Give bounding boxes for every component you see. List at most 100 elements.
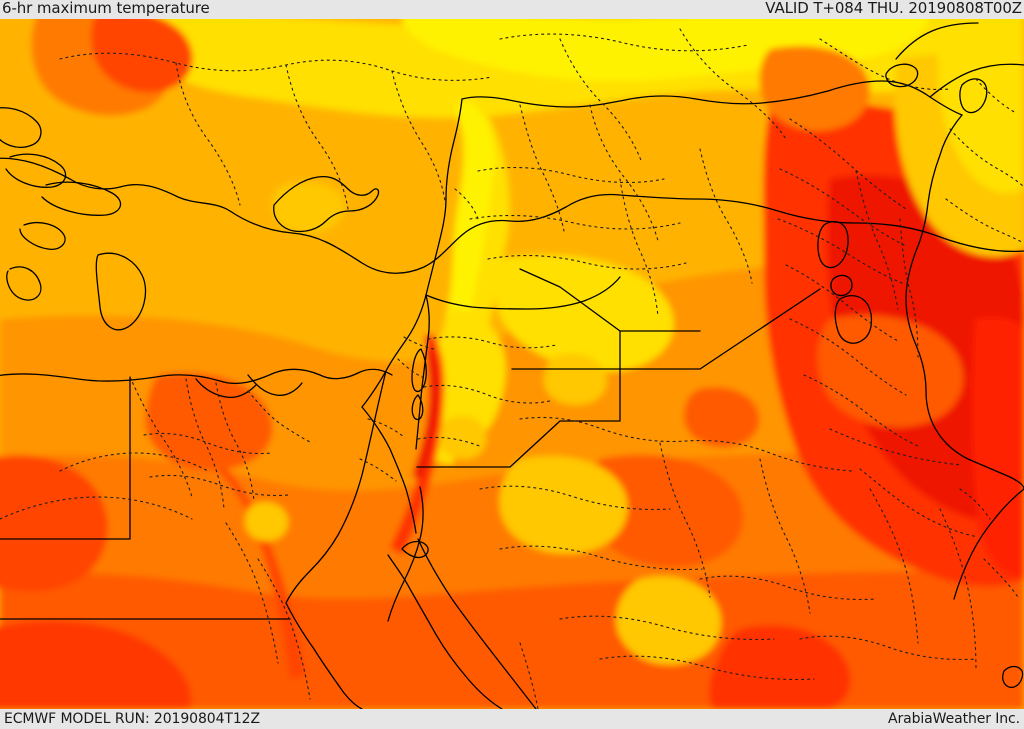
admin-saudi-6 bbox=[699, 575, 877, 601]
admin-egypt-3 bbox=[215, 382, 255, 502]
admin-iraq-1 bbox=[789, 118, 907, 210]
admin-iraq-8 bbox=[899, 218, 919, 358]
admin-turkey-3 bbox=[285, 64, 349, 210]
temperature-field bbox=[0, 19, 1024, 709]
admin-sinai-1 bbox=[367, 418, 405, 438]
admin-saudi-9 bbox=[869, 488, 919, 644]
border-jordan-saudi bbox=[416, 330, 701, 468]
valid-time-label: VALID T+084 THU. 20190808T00Z bbox=[765, 0, 1022, 17]
border-egypt-coast bbox=[0, 368, 393, 385]
admin-israel-1 bbox=[403, 336, 435, 350]
admin-saudi-11 bbox=[519, 642, 539, 709]
border-aegean-crete bbox=[6, 266, 42, 301]
admin-egypt-10 bbox=[247, 390, 313, 444]
temp-band-orange-turkeyne bbox=[759, 45, 870, 131]
temp-band-yellow-redsea bbox=[616, 576, 722, 665]
admin-egypt-6 bbox=[59, 452, 209, 472]
border-egypt-libya bbox=[0, 376, 131, 540]
temp-band-red-nile bbox=[186, 448, 306, 679]
model-run-label: ECMWF MODEL RUN: 20190804T12Z bbox=[4, 711, 260, 727]
admin-saudi-4 bbox=[659, 442, 711, 598]
border-aegean-1 bbox=[0, 107, 42, 148]
border-levant-coast bbox=[361, 98, 463, 408]
temp-patch-6 bbox=[438, 415, 487, 460]
admin-lebanon bbox=[454, 188, 479, 220]
temp-patch-3 bbox=[683, 387, 760, 447]
lake-habbaniyah bbox=[830, 274, 853, 297]
country-borders bbox=[0, 22, 1024, 709]
border-jordan-israel bbox=[415, 294, 430, 450]
admin-jordan-1 bbox=[427, 336, 557, 349]
temp-band-yellow-iran-bright bbox=[938, 35, 1024, 194]
border-aqaba bbox=[401, 540, 429, 559]
admin-iraq-3 bbox=[777, 218, 903, 284]
border-jordan-syria bbox=[425, 276, 621, 310]
admin-syria-2 bbox=[589, 104, 659, 242]
admin-egypt-4 bbox=[143, 432, 273, 455]
temp-band-red-aegean bbox=[91, 19, 193, 93]
header-bar: 6-hr maximum temperature VALID T+084 THU… bbox=[0, 0, 1024, 19]
temp-band-yellow-nsaudi bbox=[499, 455, 628, 554]
border-dead-sea bbox=[411, 348, 427, 393]
admin-iraq-2 bbox=[779, 168, 905, 246]
border-gulf-suez bbox=[387, 554, 503, 709]
page-title: 6-hr maximum temperature bbox=[2, 0, 210, 17]
admin-iraq-4 bbox=[785, 264, 899, 342]
admin-egypt-5 bbox=[149, 474, 289, 497]
admin-egypt-7 bbox=[0, 496, 193, 520]
border-aegean-rhodes bbox=[95, 252, 147, 331]
lake-van bbox=[885, 63, 919, 88]
attribution-label: ArabiaWeather Inc. bbox=[887, 711, 1020, 727]
temp-band-red-libya bbox=[0, 455, 108, 592]
border-aegean-3 bbox=[41, 181, 122, 216]
admin-saudi-10 bbox=[939, 508, 977, 672]
border-qatar bbox=[1002, 665, 1024, 688]
temp-band-red-gulf bbox=[972, 317, 1024, 579]
border-saudi-iraq bbox=[519, 268, 621, 332]
border-turkey-coast bbox=[0, 157, 1024, 274]
admin-turkey-6 bbox=[679, 28, 787, 140]
border-cyprus bbox=[273, 175, 380, 233]
temp-band-red-sw bbox=[0, 620, 192, 709]
border-red-sea-west bbox=[285, 602, 363, 709]
border-sinai-east bbox=[387, 486, 424, 622]
border-syria-turkey bbox=[461, 90, 829, 108]
border-aegean-2 bbox=[5, 153, 67, 188]
admin-jordan-2 bbox=[423, 384, 551, 404]
temp-band-yellow-syria bbox=[494, 254, 674, 372]
admin-saudi-2 bbox=[479, 485, 671, 511]
temp-band-yellow-cyprus bbox=[272, 182, 345, 234]
admin-syria-4 bbox=[469, 214, 681, 230]
border-red-sea-east bbox=[417, 538, 537, 709]
temp-patch-2 bbox=[244, 501, 289, 542]
border-aegean-4 bbox=[19, 221, 66, 250]
temp-patch-5 bbox=[709, 655, 771, 709]
border-persian-gulf bbox=[953, 488, 1024, 600]
admin-syria-1 bbox=[519, 104, 565, 232]
admin-iraq-5 bbox=[789, 318, 907, 396]
footer-bar: ECMWF MODEL RUN: 20190804T12Z ArabiaWeat… bbox=[0, 709, 1024, 729]
admin-saudi-1 bbox=[519, 416, 853, 472]
lake-tharthar bbox=[817, 220, 849, 269]
border-caucasus bbox=[895, 22, 979, 60]
admin-jordan-3 bbox=[417, 436, 483, 448]
temp-band-yellow-bright-levant bbox=[434, 101, 495, 371]
admin-saudi-12 bbox=[799, 635, 977, 661]
temperature-map bbox=[0, 19, 1024, 709]
border-dead-sea-south bbox=[411, 394, 424, 421]
admin-iran-2 bbox=[945, 198, 1024, 244]
admin-egypt-1 bbox=[129, 376, 193, 498]
border-iraq-saudi-diag bbox=[511, 288, 821, 370]
temp-band-red-deadsea bbox=[412, 349, 440, 481]
admin-turkey-8 bbox=[819, 38, 951, 90]
temp-patch-4 bbox=[543, 353, 607, 405]
admin-iraq-10 bbox=[859, 468, 979, 538]
admin-iran-3 bbox=[975, 78, 1017, 114]
admin-egypt-2 bbox=[185, 378, 225, 510]
border-israel-egypt bbox=[361, 406, 417, 534]
temp-band-yellow-bright-turkey bbox=[401, 19, 929, 82]
admin-turkey-4 bbox=[391, 70, 447, 210]
border-iran-north bbox=[929, 63, 1024, 98]
admin-turkey-7 bbox=[499, 33, 749, 52]
